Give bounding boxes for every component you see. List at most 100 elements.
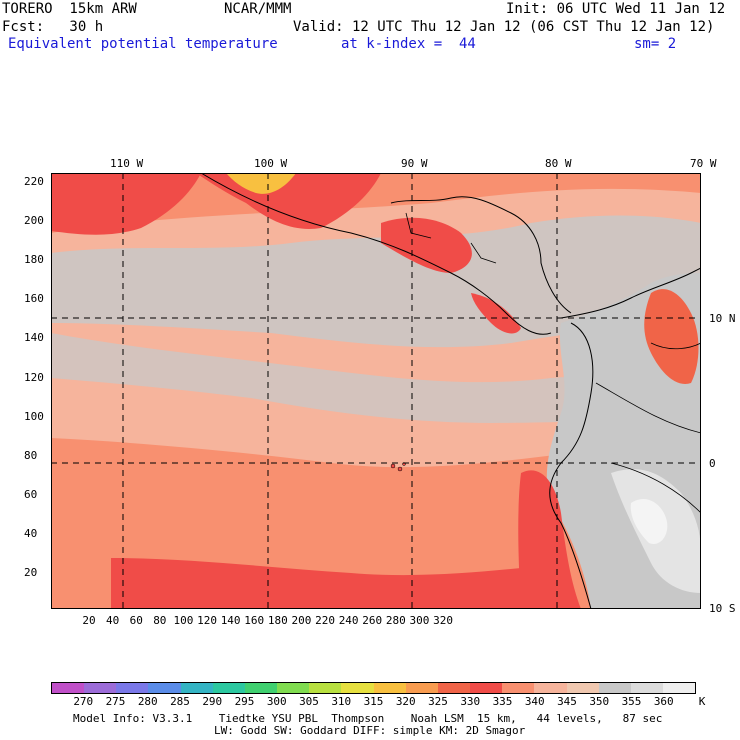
colorbar-label: 305	[299, 695, 319, 708]
colorbar-label: 345	[557, 695, 577, 708]
colorbar-label: 315	[363, 695, 384, 708]
x-tick-label: 260	[362, 614, 383, 627]
colorbar-label: 360	[653, 695, 674, 708]
colorbar-swatch	[373, 683, 406, 693]
colorbar-swatch	[534, 683, 567, 693]
smoothing-info: sm= 2	[634, 36, 677, 52]
field-name: Equivalent potential temperature	[8, 36, 278, 52]
field-yellow-mexico	[226, 173, 296, 194]
lon-label-70w: 70 W	[690, 157, 717, 170]
lon-label-110w: 110 W	[110, 157, 144, 170]
lon-label-80w: 80 W	[545, 157, 572, 170]
colorbar-swatch	[309, 683, 342, 693]
field-red-mexico	[196, 173, 381, 229]
y-tick-label: 220	[24, 175, 44, 188]
x-tick-label: 140	[220, 614, 241, 627]
colorbar-label: 290	[202, 695, 223, 708]
coastline-central-america-north	[390, 196, 572, 314]
colorbar-label: 270	[73, 695, 94, 708]
y-tick-label: 140	[24, 331, 44, 345]
lat-label-10n: 10 N	[709, 312, 736, 325]
colorbar-label: 300	[266, 695, 287, 708]
physics-info: LW: Godd SW: Goddard DIFF: simple KM: 2D…	[214, 724, 526, 737]
colorbar-swatch	[662, 683, 696, 693]
field-white-peaks	[630, 498, 668, 544]
colorbar-label: 330	[460, 695, 481, 708]
field-red-guatemala	[381, 217, 472, 273]
x-tick-label: 220	[315, 614, 335, 627]
x-tick-label: 240	[338, 614, 359, 627]
colorbar-swatch	[598, 683, 631, 693]
x-tick-label: 320	[433, 614, 453, 627]
colorbar-label: 275	[105, 695, 126, 708]
model-info: Model Info: V3.3.1 Tiedtke YSU PBL Thomp…	[73, 712, 663, 725]
lon-label-100w: 100 W	[254, 157, 288, 170]
colorbar-swatch	[212, 683, 245, 693]
y-tick-label: 40	[24, 526, 38, 540]
colorbar-label: 295	[234, 695, 255, 708]
x-tick-label: 160	[244, 614, 265, 627]
border-lines	[405, 212, 701, 514]
field-grey-north	[51, 215, 701, 348]
lat-label-0: 0	[709, 457, 716, 470]
colorbar-label: 310	[331, 695, 352, 708]
x-tick-label: 100	[173, 614, 194, 627]
x-tick-label: 180	[267, 614, 288, 627]
valid-time: Valid: 12 UTC Thu 12 Jan 12 (06 CST Thu …	[293, 19, 715, 35]
colorbar-label: 285	[170, 695, 190, 708]
colorbar-swatch	[341, 683, 374, 693]
level-info: at k-index = 44	[341, 36, 476, 52]
y-tick-label: 60	[24, 487, 38, 501]
colorbar-swatch	[116, 683, 149, 693]
colorbar-swatch	[470, 683, 503, 693]
colorbar-label: 325	[428, 695, 448, 708]
x-tick-label: 80	[153, 614, 167, 627]
y-tick-label: 200	[24, 214, 44, 228]
colorbar-swatch	[148, 683, 181, 693]
x-tick-label: 300	[409, 614, 430, 627]
galapagos-islands	[390, 462, 406, 472]
forecast-hour: Fcst: 30 h	[2, 19, 104, 35]
x-tick-label: 120	[197, 614, 217, 627]
map-border	[51, 173, 701, 609]
colorbar-swatch	[437, 683, 471, 693]
center-name: NCAR/MMM	[224, 1, 292, 17]
y-tick-label: 120	[24, 370, 44, 384]
colorbar-swatch	[244, 683, 278, 693]
field-red-south-band	[111, 558, 521, 609]
y-tick-label: 100	[24, 409, 44, 423]
colorbar-label: 320	[395, 695, 416, 708]
lon-label-90w: 90 W	[401, 157, 428, 170]
map-panel	[51, 173, 701, 609]
colorbar	[51, 682, 696, 694]
colorbar-swatch	[502, 683, 535, 693]
y-tick-label: 160	[24, 292, 44, 306]
x-tick-label: 200	[291, 614, 312, 627]
field-grey-mid	[51, 333, 701, 423]
colorbar-label: 350	[589, 695, 610, 708]
colorbar-label: 335	[492, 695, 513, 708]
field-red-costa-rica	[471, 293, 521, 334]
colorbar-swatch	[566, 683, 599, 693]
coastline-central-america	[200, 173, 552, 335]
colorbar-unit: K	[698, 695, 706, 708]
colorbar-swatch	[630, 683, 663, 693]
init-time: Init: 06 UTC Wed 11 Jan 12	[506, 1, 726, 17]
colorbar-label: 340	[524, 695, 545, 708]
y-tick-label: 80	[24, 448, 38, 462]
model-name: TORERO 15km ARW	[2, 1, 137, 17]
x-tick-label: 40	[106, 614, 120, 627]
field-red-colombia	[644, 289, 699, 384]
y-tick-label: 20	[24, 566, 38, 579]
y-tick-label: 180	[24, 253, 44, 267]
colorbar-label: 355	[621, 695, 642, 708]
colorbar-label: 280	[137, 695, 158, 708]
colorbar-swatch	[405, 683, 438, 693]
lat-lon-grid	[51, 173, 701, 609]
lat-label-10s: 10 S	[709, 602, 736, 615]
colorbar-swatch	[52, 683, 85, 693]
field-red-nw	[51, 173, 201, 235]
x-tick-label: 280	[385, 614, 406, 627]
field-red-peru-coast	[518, 470, 581, 609]
x-tick-label: 60	[129, 614, 143, 627]
